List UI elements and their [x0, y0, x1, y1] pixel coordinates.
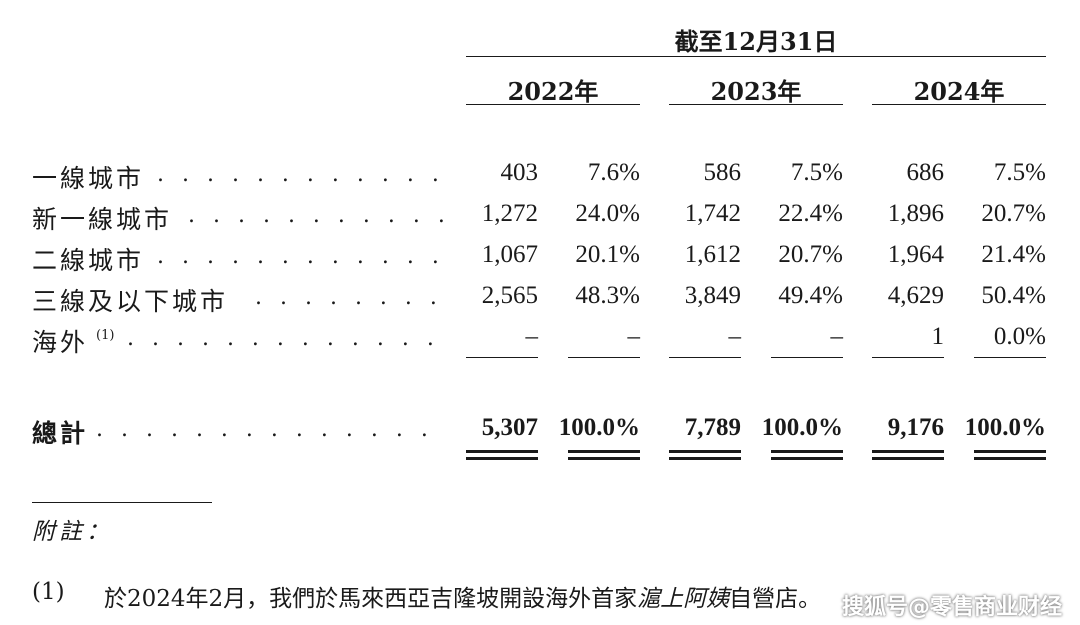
cell-2023-count: 586 — [703, 159, 742, 186]
cell-2023-pct: 22.4% — [778, 200, 843, 227]
cell-2023-pct: – — [830, 323, 844, 350]
total-double-rule — [872, 450, 944, 460]
row-leader-dots: . . . . . . . . . . . . . . . . . . — [255, 285, 447, 310]
cell-2023-count: – — [728, 323, 742, 350]
total-2023-pct: 100.0% — [761, 414, 843, 441]
watermark: 搜狐号@零售商业财经 — [842, 595, 1063, 620]
cell-2024-pct: 21.4% — [981, 241, 1046, 268]
cell-2022-count: 2,565 — [481, 282, 538, 309]
row-label: 三線及以下城市 — [32, 287, 229, 316]
note-text: 於2024年2月，我們於馬來西亞吉隆坡開設海外首家滬上阿姨自營店。 — [104, 579, 821, 613]
cell-2024-pct: 50.4% — [981, 282, 1046, 309]
row-leader-dots: . . . . . . . . . . . . . . . . . . — [157, 244, 447, 269]
cell-2024-count: 1 — [931, 323, 945, 350]
notes-heading: 附註： — [32, 519, 113, 545]
cell-2024-count: 686 — [906, 159, 945, 186]
total-2022-count: 5,307 — [481, 414, 538, 441]
year-header-rule-2023 — [669, 104, 843, 105]
subtotal-rule — [568, 357, 640, 358]
subtotal-rule — [872, 357, 944, 358]
cell-2023-count: 3,849 — [684, 282, 741, 309]
total-leader-dots: . . . . . . . . . . . . . . . . . . — [96, 417, 447, 442]
note-brand: 滬上阿姨 — [637, 586, 730, 612]
subtotal-rule — [466, 357, 538, 358]
total-double-rule — [974, 450, 1046, 460]
row-label: 新一線城市 — [32, 205, 173, 234]
cell-2022-pct: – — [627, 323, 641, 350]
cell-2023-pct: 49.4% — [778, 282, 843, 309]
cell-2024-pct: 0.0% — [993, 323, 1046, 350]
cell-2022-count: 1,272 — [481, 200, 538, 227]
year-header-rule-2022 — [466, 104, 640, 105]
period-header-rule — [466, 56, 1046, 57]
footnote-marker: (1) — [96, 328, 115, 343]
cell-2022-pct: 24.0% — [575, 200, 640, 227]
cell-2022-count: – — [525, 323, 539, 350]
subtotal-rule — [771, 357, 843, 358]
row-label: 海外 — [32, 328, 89, 357]
cell-2024-count: 1,896 — [887, 200, 944, 227]
cell-2023-count: 1,742 — [684, 200, 741, 227]
total-double-rule — [466, 450, 538, 460]
year-header-2022: 2022年 — [507, 77, 599, 106]
cell-2022-pct: 20.1% — [575, 241, 640, 268]
subtotal-rule — [974, 357, 1046, 358]
cell-2022-pct: 48.3% — [575, 282, 640, 309]
row-leader-dots: . . . . . . . . . . . . . . . . . . — [157, 162, 447, 187]
total-double-rule — [568, 450, 640, 460]
total-2024-pct: 100.0% — [964, 414, 1046, 441]
cell-2022-pct: 7.6% — [587, 159, 640, 186]
note-number: (1) — [32, 579, 65, 605]
cell-2024-count: 4,629 — [887, 282, 944, 309]
year-header-2023: 2023年 — [710, 77, 802, 106]
cell-2023-pct: 7.5% — [790, 159, 843, 186]
total-2023-count: 7,789 — [684, 414, 741, 441]
cell-2022-count: 403 — [500, 159, 539, 186]
notes-separator — [32, 502, 212, 503]
cell-2024-pct: 20.7% — [981, 200, 1046, 227]
cell-2024-count: 1,964 — [887, 241, 944, 268]
row-leader-dots: . . . . . . . . . . . . . . . . . . — [188, 203, 447, 228]
total-double-rule — [669, 450, 741, 460]
cell-2023-pct: 20.7% — [778, 241, 843, 268]
subtotal-rule — [669, 357, 741, 358]
cell-2023-count: 1,612 — [684, 241, 741, 268]
cell-2024-pct: 7.5% — [993, 159, 1046, 186]
row-leader-dots: . . . . . . . . . . . . . . . . . . — [127, 326, 447, 351]
total-double-rule — [771, 450, 843, 460]
period-header: 截至12月31日 — [674, 27, 838, 56]
year-header-2024: 2024年 — [913, 77, 1005, 106]
total-2022-pct: 100.0% — [558, 414, 640, 441]
note-body: 於2024年2月，我們於馬來西亞吉隆坡開設海外首家 — [104, 586, 638, 612]
note-tail: 自營店。 — [729, 586, 822, 612]
row-label: 一線城市 — [32, 164, 145, 193]
total-label: 總計 — [32, 419, 89, 448]
year-header-rule-2024 — [872, 104, 1046, 105]
row-label: 二線城市 — [32, 246, 145, 275]
total-2024-count: 9,176 — [887, 414, 944, 441]
cell-2022-count: 1,067 — [481, 241, 538, 268]
